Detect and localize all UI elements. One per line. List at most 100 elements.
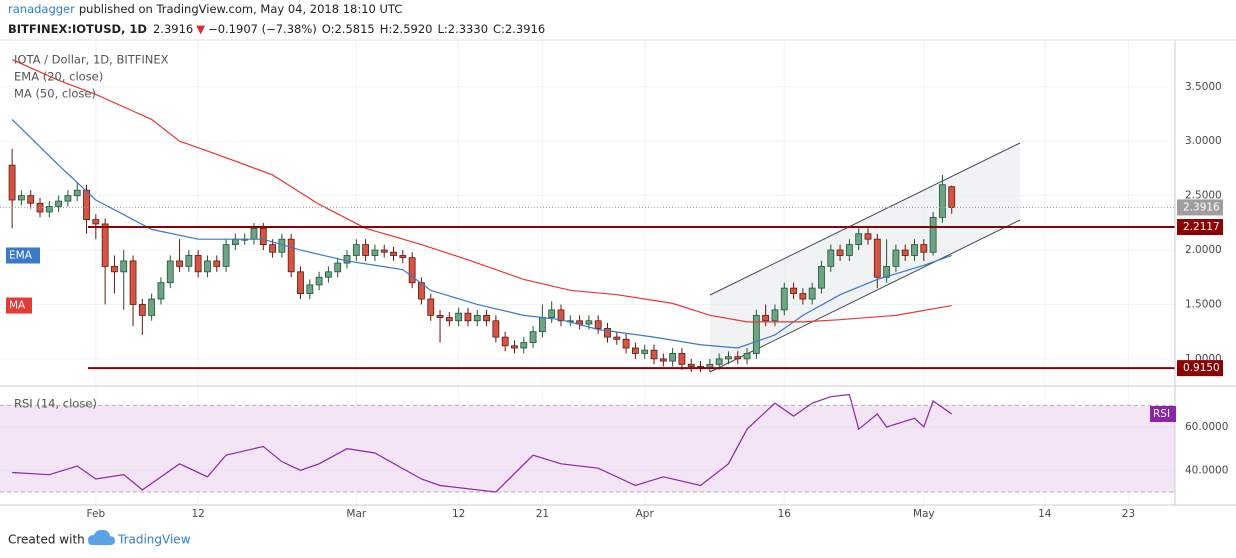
change: −0.1907 (−7.38%) (208, 22, 317, 36)
candle-body (920, 244, 928, 253)
candle-body (120, 260, 128, 273)
candle-body (780, 287, 788, 311)
candle-body (808, 287, 816, 300)
last-price-label: 2.3916 (1183, 201, 1220, 213)
indicator-tag: MA (9, 300, 26, 312)
candle-body (622, 338, 630, 349)
candle-body (492, 320, 500, 338)
candle-body (436, 314, 444, 318)
candle-body (445, 317, 453, 322)
x-tick-label: 16 (778, 508, 792, 520)
candle-body (250, 227, 258, 240)
candle-body (297, 271, 304, 294)
symbol-line: BITFINEX:IOTUSD, 1D 2.3916 ▼ −0.1907 (−7.38… (8, 22, 545, 36)
plot (0, 59, 1175, 493)
candle-body (64, 195, 72, 202)
candle-body (176, 260, 183, 267)
candle-body (725, 356, 732, 360)
candle-body (185, 255, 193, 267)
candle-body (17, 195, 25, 201)
y-tick-label: 1.5000 (1185, 298, 1222, 310)
x-tick-label: 14 (1038, 508, 1052, 520)
level-label-box (1177, 360, 1223, 377)
candle-body (734, 356, 742, 360)
rsi-band (0, 405, 1175, 492)
candle-body (73, 189, 81, 197)
candle-body (55, 200, 63, 207)
candle-body (818, 265, 825, 289)
candle-body (799, 293, 807, 300)
channel-lower (709, 219, 1021, 373)
candle-body (632, 347, 639, 354)
candle-body (864, 233, 872, 240)
indicator-tag: EMA (9, 249, 33, 261)
x-tick-label: 23 (1122, 508, 1135, 520)
y-tick-label: 3.5000 (1185, 81, 1222, 93)
candle-body (901, 249, 909, 256)
candle-body (222, 244, 230, 267)
chart-title: IOTA / Dollar, 1D, BITFINEX (14, 53, 169, 67)
y-tick-label: 40.0000 (1185, 464, 1228, 476)
candle-body (762, 314, 770, 322)
rsi-line (12, 393, 953, 493)
candle-body (101, 223, 109, 267)
candle-body (511, 345, 518, 349)
brand[interactable]: TradingView (117, 533, 191, 547)
candle-body (594, 320, 602, 329)
candle-body (343, 255, 351, 264)
open: O:2.5815 (322, 22, 375, 36)
price: 2.3916 (153, 22, 193, 36)
level-label: 0.9150 (1183, 362, 1220, 374)
candle-body (827, 249, 835, 267)
x-tick-label: 12 (191, 508, 204, 520)
x-tick-label: Mar (346, 508, 366, 520)
candle-body (27, 195, 35, 204)
high: H:2.5920 (380, 22, 433, 36)
candle-body (520, 342, 528, 349)
grid (0, 40, 1175, 505)
x-tick-label: May (913, 508, 935, 520)
candle-body (129, 260, 137, 305)
candle-body (929, 216, 937, 253)
candle-body (604, 328, 611, 338)
candle-body (45, 206, 53, 213)
candle-body (948, 186, 956, 208)
author[interactable]: ranadagger (8, 2, 75, 16)
candle-body (687, 363, 695, 367)
candle-body (371, 249, 379, 256)
published: published on TradingView.com, May 04, 20… (79, 2, 402, 16)
candle-body (501, 336, 509, 347)
candle-body (845, 244, 853, 256)
rsi-title: RSI (14, close) (14, 397, 97, 411)
candle-body (483, 314, 490, 322)
candle-body (855, 233, 863, 246)
candle-body (325, 271, 332, 278)
candle-body (659, 358, 667, 362)
candle-body (408, 257, 416, 284)
candle-body (538, 317, 546, 333)
candle-body (399, 255, 407, 259)
indicator-tag-box (6, 297, 32, 314)
candle-body (836, 249, 844, 256)
candle-body (259, 227, 267, 246)
header-line: ranadagger published on TradingView.com, … (8, 2, 402, 16)
candle-body (873, 238, 881, 278)
legend-entry: EMA (20, close) (14, 70, 103, 84)
candle-body (287, 238, 295, 273)
candle-body (231, 238, 239, 246)
candle-body (669, 353, 677, 362)
level-label: 2.2117 (1183, 221, 1220, 233)
candle-body (138, 304, 146, 316)
candle-body (557, 309, 565, 322)
x-tick-label: 21 (536, 508, 549, 520)
y-tick-label: 2.0000 (1185, 244, 1222, 256)
candle-body (939, 184, 946, 218)
candle-body (390, 251, 397, 256)
candle-body (585, 320, 593, 325)
candle-body (790, 287, 797, 294)
candle-body (352, 244, 360, 256)
rsi-tag: RSI (1153, 408, 1170, 420)
legend-entry: MA (50, close) (14, 87, 96, 101)
